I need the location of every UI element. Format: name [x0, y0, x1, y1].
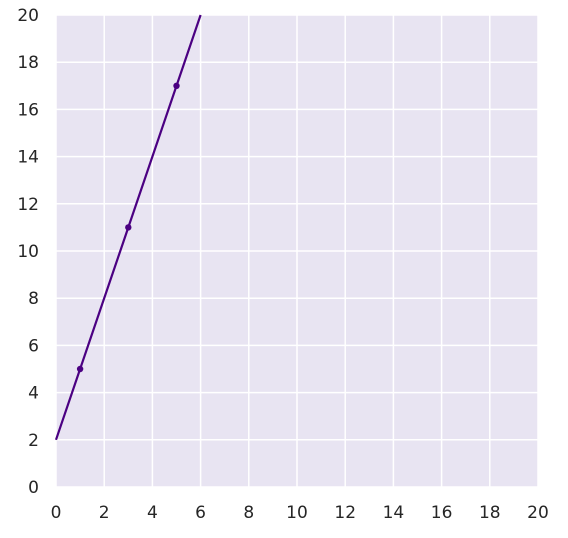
x-tick-label: 2 [99, 503, 110, 523]
y-tick-label: 6 [28, 336, 39, 356]
y-tick-label: 2 [28, 431, 39, 451]
x-tick-label: 18 [479, 503, 501, 523]
y-tick-label: 16 [17, 100, 39, 120]
y-tick-label: 18 [17, 53, 39, 73]
data-point [173, 82, 180, 90]
y-tick-label: 8 [28, 289, 39, 309]
data-point [76, 365, 84, 373]
x-tick-label: 20 [527, 503, 549, 523]
y-tick-label: 14 [17, 148, 39, 168]
x-tick-label: 0 [51, 503, 62, 523]
x-tick-label: 12 [334, 503, 356, 523]
x-tick-label: 8 [243, 503, 254, 523]
y-axis-ticks: 0 2 4 6 8 10 12 14 16 18 20 [17, 6, 39, 498]
y-tick-label: 0 [28, 478, 39, 498]
y-tick-label: 12 [17, 195, 39, 215]
x-tick-label: 10 [286, 503, 308, 523]
x-axis-ticks: 0 2 4 6 8 10 12 14 16 18 20 [51, 503, 549, 523]
x-tick-label: 14 [383, 503, 405, 523]
x-tick-label: 6 [195, 503, 206, 523]
x-tick-label: 16 [431, 503, 453, 523]
y-tick-label: 20 [17, 6, 39, 26]
y-tick-label: 10 [17, 242, 39, 262]
y-tick-label: 4 [28, 384, 39, 404]
gridlines [55, 14, 539, 488]
data-point [125, 224, 132, 231]
data-points [76, 82, 180, 373]
x-tick-label: 4 [147, 503, 158, 523]
